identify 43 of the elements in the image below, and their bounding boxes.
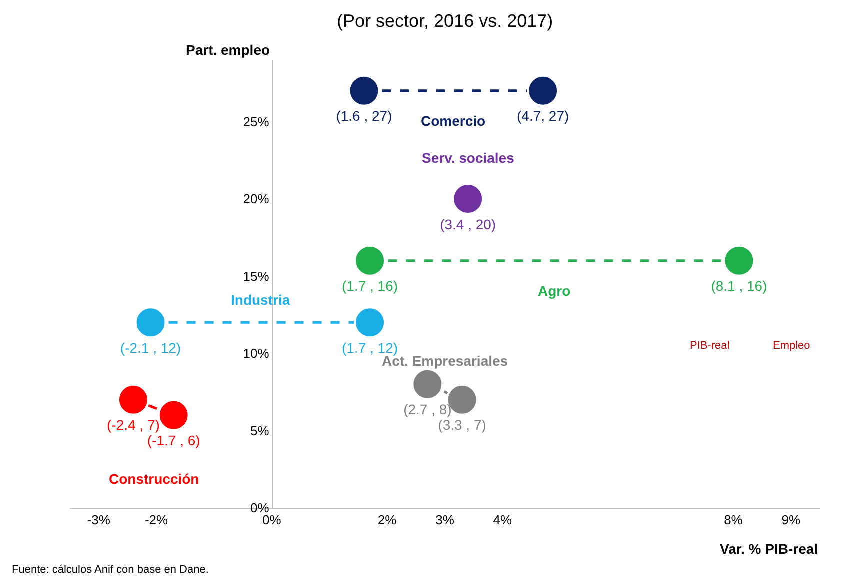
annotation: Empleo xyxy=(773,340,810,352)
data-label: (2.7 , 8) xyxy=(404,402,452,418)
point xyxy=(134,306,167,339)
point xyxy=(354,244,386,277)
data-label: (-2.4 , 7) xyxy=(107,417,160,434)
data-label: (1.7 , 12) xyxy=(342,340,398,356)
data-label: (3.4 , 20) xyxy=(440,216,496,232)
y-tick-label: 10% xyxy=(243,346,270,362)
data-label: (1.7 , 16) xyxy=(342,278,398,294)
text: Agro xyxy=(538,283,571,299)
y-tick-label: 5% xyxy=(250,423,270,438)
x-tick-label: -3% xyxy=(87,512,111,528)
data-label: (3.3 , 7) xyxy=(438,417,486,434)
point xyxy=(158,399,190,432)
x-tick-label: 8% xyxy=(724,512,744,528)
series-label: Serv. sociales xyxy=(422,150,515,166)
point xyxy=(412,368,444,400)
text: Comercio xyxy=(421,113,486,129)
y-axis-title: Part. empleo xyxy=(186,42,270,58)
x-tick-label: 3% xyxy=(436,512,455,528)
text: Industria xyxy=(231,292,290,308)
chart-subtitle: (Por sector, 2016 vs. 2017) xyxy=(337,11,554,31)
y-tick-label: 15% xyxy=(243,268,270,284)
point xyxy=(354,306,386,339)
x-tick-label: 9% xyxy=(782,512,801,528)
data-label: (8.1 , 16) xyxy=(711,278,768,294)
x-tick-label: 4% xyxy=(493,512,513,528)
data-label: (-2.1 , 12) xyxy=(120,340,182,356)
y-tick-label: 25% xyxy=(243,114,270,130)
point xyxy=(348,74,380,107)
x-tick-label: -2% xyxy=(144,512,169,528)
text: Construcción xyxy=(109,471,200,487)
point xyxy=(117,384,150,416)
x-axis-title: Var. % PIB-real xyxy=(720,541,818,557)
y-tick-label: 20% xyxy=(243,192,270,207)
point xyxy=(723,244,756,277)
data-label: (-1.7 , 6) xyxy=(147,432,200,449)
data-label: (1.6 , 27) xyxy=(336,108,392,124)
x-tick-label: 2% xyxy=(378,512,398,528)
annotation: PIB-real xyxy=(690,340,730,352)
point xyxy=(527,74,560,107)
data-label: (4.7, 27) xyxy=(517,108,570,124)
source-note: Fuente: cálculos Anif con base en Dane. xyxy=(12,564,209,576)
